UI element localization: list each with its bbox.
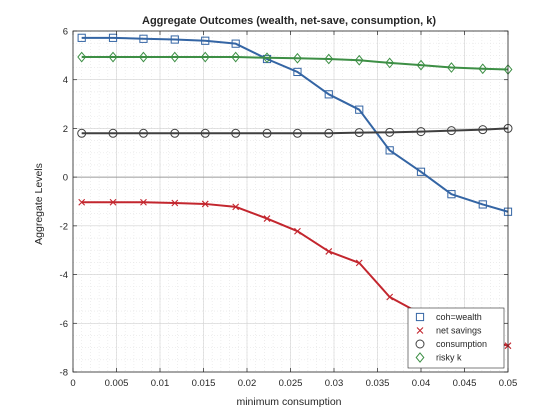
x-tick-label: 0.05 [499, 378, 518, 389]
data-point-coh-wealth [231, 39, 240, 48]
data-point-net-savings [140, 198, 147, 206]
data-point-net-savings [201, 200, 209, 208]
data-point-coh-wealth [139, 34, 148, 43]
data-point-consumption [200, 128, 210, 138]
legend: coh=wealth net savings consumption risky k [407, 307, 505, 369]
data-point-net-savings [263, 215, 271, 222]
data-point-coh-wealth [324, 90, 333, 99]
series-line-risky-k [81, 56, 509, 71]
data-point-risky-k [139, 51, 148, 63]
data-point-risky-k [108, 51, 118, 63]
y-tick-label: -8 [60, 368, 68, 379]
legend-item-risky-k: risky k [415, 352, 462, 363]
y-tick-labels: -8 -6 -4 -2 0 2 4 6 [60, 27, 68, 379]
y-axis-label: Aggregate Levels [33, 163, 45, 245]
x-axis-label: minimum consumption [236, 396, 341, 408]
x-tick-label: 0.02 [238, 378, 257, 389]
legend-item-net-savings: net savings [416, 326, 482, 336]
y-tick-label: -6 [60, 319, 68, 330]
data-point-risky-k [416, 59, 426, 71]
x-tick-label: 0.025 [279, 378, 303, 389]
legend-label-coh-wealth: coh=wealth [436, 312, 482, 322]
x-tick-label: 0.045 [453, 378, 477, 389]
data-point-risky-k [170, 51, 180, 63]
data-point-coh-wealth [416, 167, 426, 176]
x-tick-label: 0 [70, 378, 75, 389]
data-point-consumption [231, 128, 241, 138]
legend-item-coh-wealth: coh=wealth [415, 312, 482, 322]
y-tick-label: 0 [63, 173, 68, 184]
x-tick-label: 0.005 [105, 378, 129, 389]
legend-label-risky-k: risky k [436, 353, 462, 363]
y-tick-label: 2 [63, 124, 68, 135]
data-point-risky-k [354, 54, 364, 66]
data-point-risky-k [262, 52, 272, 64]
data-point-risky-k [447, 62, 456, 73]
series-consumption [77, 123, 513, 138]
data-point-risky-k [200, 51, 210, 63]
axis-ticks [72, 30, 509, 373]
series-coh-wealth [77, 33, 513, 216]
y-tick-label: 6 [63, 27, 68, 38]
data-point-risky-k [324, 53, 334, 65]
x-tick-label: 0.04 [412, 378, 431, 389]
legend-marker-consumption [415, 339, 425, 349]
data-point-coh-wealth [108, 33, 118, 42]
x-tick-label: 0.035 [366, 378, 390, 389]
data-point-risky-k [385, 57, 395, 69]
data-point-consumption [385, 127, 395, 137]
series-line-coh-wealth [81, 36, 509, 213]
data-point-net-savings [325, 248, 333, 255]
data-point-consumption [324, 128, 334, 138]
y-tick-label: -2 [60, 221, 68, 232]
data-point-consumption [446, 126, 456, 136]
data-point-risky-k [77, 51, 87, 63]
data-point-coh-wealth [77, 33, 86, 42]
data-point-coh-wealth [478, 200, 487, 209]
data-point-consumption [138, 128, 148, 138]
legend-label-consumption: consumption [436, 339, 487, 349]
y-tick-label: 4 [63, 75, 68, 86]
data-point-net-savings [386, 293, 394, 301]
series-risky-k [77, 51, 513, 75]
data-point-consumption [262, 128, 272, 138]
data-point-risky-k [293, 52, 302, 64]
data-point-coh-wealth [355, 105, 364, 114]
chart-title: Aggregate Outcomes (wealth, net-save, co… [142, 15, 436, 27]
data-point-net-savings [232, 203, 240, 211]
data-point-consumption [478, 125, 488, 135]
data-point-net-savings [171, 199, 179, 207]
data-point-consumption [292, 128, 302, 138]
data-point-coh-wealth [385, 146, 394, 155]
data-point-risky-k [231, 51, 241, 63]
legend-marker-coh-wealth [415, 312, 425, 322]
data-point-coh-wealth [201, 36, 210, 45]
data-point-net-savings [294, 227, 301, 235]
data-point-consumption [354, 128, 364, 138]
x-tick-label: 0.015 [192, 378, 216, 389]
data-point-consumption [77, 128, 87, 138]
data-point-consumption [416, 127, 426, 137]
y-tick-label: -4 [60, 270, 68, 281]
data-point-risky-k [478, 63, 488, 75]
series-line-consumption [81, 127, 509, 135]
data-point-coh-wealth [293, 67, 302, 77]
data-point-coh-wealth [170, 35, 179, 44]
x-tick-labels: 0 0.005 0.01 0.015 0.02 0.025 0.03 0.035 0.04 0.0… [70, 378, 517, 389]
data-point-net-savings [355, 259, 363, 267]
legend-item-consumption: consumption [415, 339, 487, 349]
legend-label-net-savings: net savings [436, 326, 482, 336]
x-tick-label: 0.01 [151, 378, 170, 389]
data-point-coh-wealth [447, 190, 456, 199]
data-point-net-savings [78, 198, 86, 206]
legend-marker-net-savings [416, 327, 424, 334]
legend-marker-risky-k [415, 352, 425, 363]
data-point-net-savings [109, 198, 117, 206]
data-point-consumption [108, 128, 118, 138]
data-point-consumption [170, 128, 180, 138]
x-tick-label: 0.03 [325, 378, 344, 389]
